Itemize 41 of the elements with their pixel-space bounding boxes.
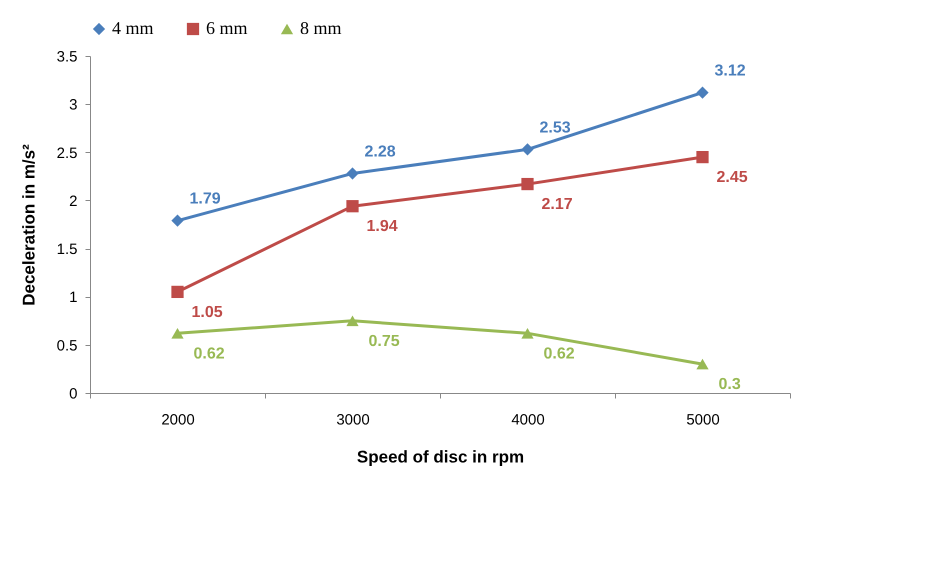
x-tick-label: 2000 [161,412,195,428]
data-label: 2.53 [540,119,571,136]
point [521,328,534,339]
y-tick-label: 3.5 [56,48,78,66]
y-tick-label: 2 [69,192,78,210]
data-label: 0.3 [718,376,741,394]
x-axis-title: Speed of disc in rpm [356,448,524,466]
y-tick-label: 1 [69,289,78,306]
x-tick-label: 3000 [336,412,370,428]
y-tick-label: 0.5 [56,337,78,354]
data-label: 2.17 [542,196,573,214]
data-label: 2.45 [716,169,748,186]
point [346,315,359,326]
y-tick-label: 2.5 [56,144,78,162]
legend-label: 8 mm [300,18,342,38]
point [521,178,534,190]
legend-label: 6 mm [206,18,248,38]
point [696,150,709,164]
data-label: 0.62 [194,345,225,362]
point [171,328,184,339]
data-label: 1.79 [190,190,221,208]
point [521,143,534,156]
point [696,86,709,99]
x-tick-label: 4000 [511,412,545,428]
data-label: 3.12 [714,62,746,80]
y-tick-label: 3 [69,96,78,114]
point [346,167,359,180]
y-tick-label: 0 [69,386,78,402]
data-label: 1.94 [366,218,398,236]
y-axis-title: Deceleration in m/s² [20,144,39,306]
y-tick-label: 1.5 [56,241,78,258]
point [171,214,184,227]
legend-label: 4 mm [112,18,154,38]
point [171,286,184,298]
x-tick-label: 5000 [686,412,720,428]
point [346,200,359,212]
data-label: 0.62 [544,345,575,362]
data-label: 1.05 [192,304,223,321]
data-label: 0.75 [368,332,400,350]
point [696,358,709,370]
data-label: 2.28 [364,143,396,160]
